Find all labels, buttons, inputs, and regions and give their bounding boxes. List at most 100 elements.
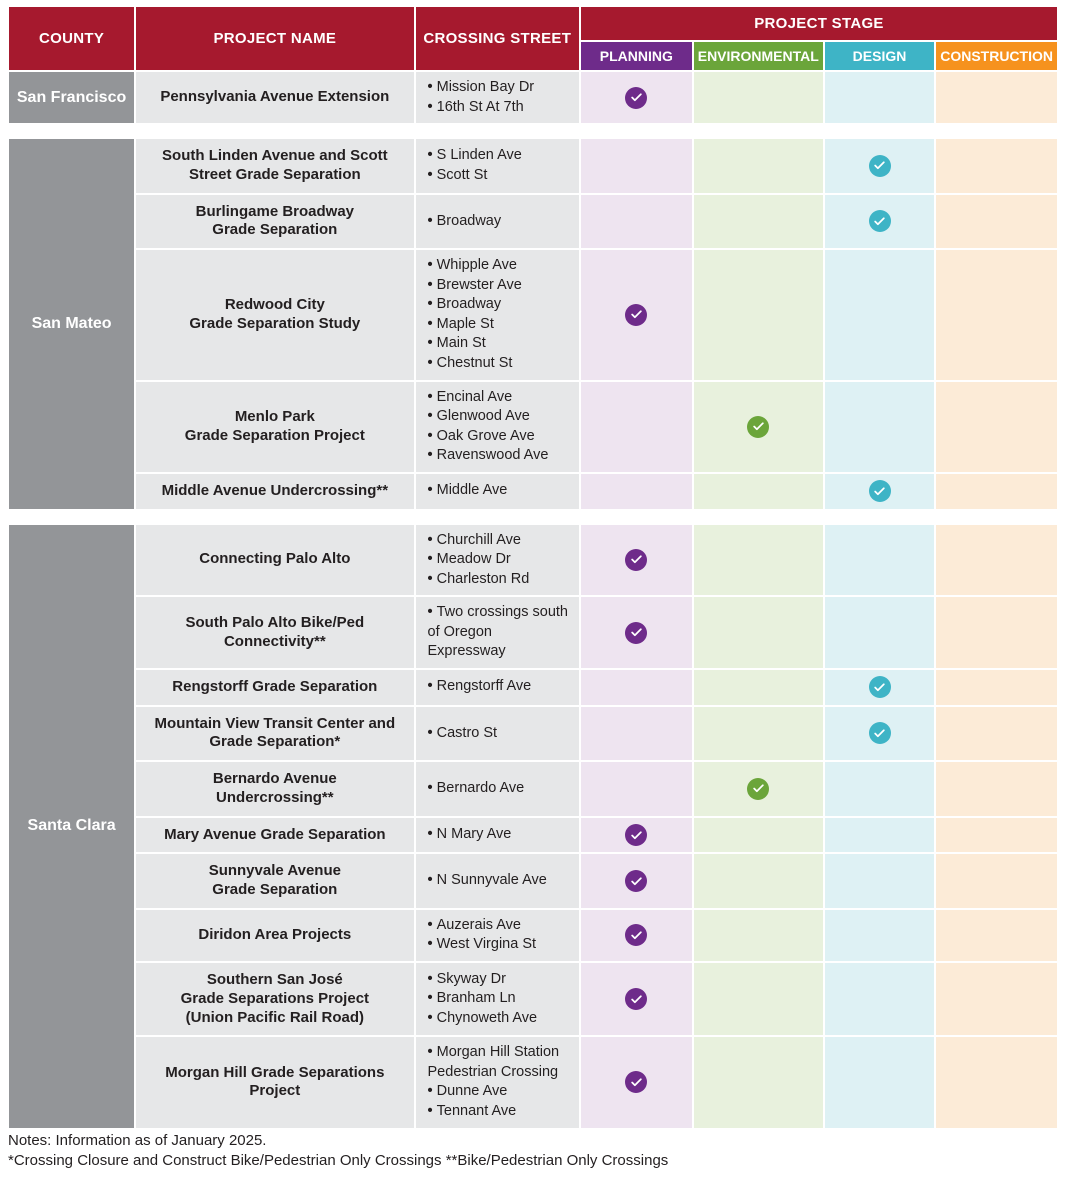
table-row: Mary Avenue Grade SeparationN Mary Ave <box>8 817 1058 854</box>
stage-construction-cell <box>935 596 1058 669</box>
check-icon <box>625 1071 647 1093</box>
stage-design-cell <box>824 1036 935 1128</box>
stage-construction-cell <box>935 909 1058 962</box>
stage-construction-cell <box>935 381 1058 473</box>
stage-design-cell <box>824 138 935 194</box>
table-row: Southern San JoséGrade Separations Proje… <box>8 962 1058 1036</box>
header-design: DESIGN <box>824 41 935 71</box>
stage-construction-cell <box>935 962 1058 1036</box>
stage-environmental-cell <box>693 706 824 762</box>
stage-design-cell <box>824 853 935 909</box>
county-cell: San Francisco <box>8 71 135 124</box>
project-name-cell: South Palo Alto Bike/Ped Connectivity** <box>135 596 414 669</box>
project-name-cell: Pennsylvania Avenue Extension <box>135 71 414 124</box>
stage-environmental-cell <box>693 669 824 706</box>
stage-planning-cell <box>580 71 693 124</box>
stage-design-cell <box>824 524 935 597</box>
crossing-item: Oak Grove Ave <box>428 427 571 447</box>
stage-design-cell <box>824 761 935 817</box>
stage-design-cell <box>824 381 935 473</box>
crossing-item: Ravenswood Ave <box>428 446 571 466</box>
crossing-item: Broadway <box>428 295 571 315</box>
project-name-cell: Morgan Hill Grade Separations Project <box>135 1036 414 1128</box>
crossing-item: Dunne Ave <box>428 1082 571 1102</box>
crossing-item: Glenwood Ave <box>428 407 571 427</box>
crossing-item: Maple St <box>428 315 571 335</box>
project-name-cell: South Linden Avenue and Scott Street Gra… <box>135 138 414 194</box>
crossing-item: Tennant Ave <box>428 1102 571 1122</box>
crossing-item: Whipple Ave <box>428 256 571 276</box>
crossing-item: Mission Bay Dr <box>428 78 571 98</box>
crossing-cell: Skyway DrBranham LnChynoweth Ave <box>415 962 580 1036</box>
crossing-item: Middle Ave <box>428 481 571 501</box>
stage-construction-cell <box>935 138 1058 194</box>
stage-environmental-cell <box>693 524 824 597</box>
check-icon <box>625 870 647 892</box>
crossing-item: Bernardo Ave <box>428 779 571 799</box>
table-row: Diridon Area ProjectsAuzerais AveWest Vi… <box>8 909 1058 962</box>
stage-planning-cell <box>580 524 693 597</box>
project-name-cell: Diridon Area Projects <box>135 909 414 962</box>
project-name-cell: Bernardo AvenueUndercrossing** <box>135 761 414 817</box>
stage-environmental-cell <box>693 596 824 669</box>
crossing-item: Branham Ln <box>428 989 571 1009</box>
stage-design-cell <box>824 962 935 1036</box>
check-icon <box>747 778 769 800</box>
notes-line2: *Crossing Closure and Construct Bike/Ped… <box>8 1151 1057 1171</box>
header-county: COUNTY <box>8 6 135 71</box>
project-name-cell: Redwood CityGrade Separation Study <box>135 249 414 380</box>
table-header: COUNTY PROJECT NAME CROSSING STREET PROJ… <box>8 6 1058 71</box>
crossing-item: N Mary Ave <box>428 825 571 845</box>
projects-table: COUNTY PROJECT NAME CROSSING STREET PROJ… <box>8 6 1058 1129</box>
stage-design-cell <box>824 71 935 124</box>
crossing-item: Charleston Rd <box>428 570 571 590</box>
crossing-cell: Churchill AveMeadow DrCharleston Rd <box>415 524 580 597</box>
crossing-item: Chestnut St <box>428 354 571 374</box>
project-name-cell: Southern San JoséGrade Separations Proje… <box>135 962 414 1036</box>
crossing-cell: Mission Bay Dr16th St At 7th <box>415 71 580 124</box>
stage-design-cell <box>824 249 935 380</box>
stage-planning-cell <box>580 669 693 706</box>
stage-design-cell <box>824 596 935 669</box>
table-row: San MateoSouth Linden Avenue and Scott S… <box>8 138 1058 194</box>
crossing-item: Meadow Dr <box>428 550 571 570</box>
project-name-cell: Rengstorff Grade Separation <box>135 669 414 706</box>
crossing-item: Two crossings south of Oregon Expressway <box>428 603 571 662</box>
crossing-cell: N Sunnyvale Ave <box>415 853 580 909</box>
stage-planning-cell <box>580 473 693 510</box>
stage-environmental-cell <box>693 1036 824 1128</box>
header-stage-group: PROJECT STAGE <box>580 6 1058 41</box>
stage-planning-cell <box>580 596 693 669</box>
stage-construction-cell <box>935 669 1058 706</box>
stage-environmental-cell <box>693 761 824 817</box>
crossing-cell: Rengstorff Ave <box>415 669 580 706</box>
check-icon <box>625 87 647 109</box>
project-name-cell: Mountain View Transit Center and Grade S… <box>135 706 414 762</box>
stage-design-cell <box>824 706 935 762</box>
header-environmental: ENVIRONMENTAL <box>693 41 824 71</box>
stage-environmental-cell <box>693 962 824 1036</box>
header-construction: CONSTRUCTION <box>935 41 1058 71</box>
stage-planning-cell <box>580 194 693 250</box>
table-row: Sunnyvale AvenueGrade SeparationN Sunnyv… <box>8 853 1058 909</box>
stage-environmental-cell <box>693 909 824 962</box>
stage-design-cell <box>824 194 935 250</box>
crossing-item: Churchill Ave <box>428 531 571 551</box>
header-planning: PLANNING <box>580 41 693 71</box>
crossing-item: Auzerais Ave <box>428 916 571 936</box>
crossing-cell: Encinal AveGlenwood AveOak Grove AveRave… <box>415 381 580 473</box>
crossing-cell: Morgan Hill Station Pedestrian CrossingD… <box>415 1036 580 1128</box>
crossing-item: Castro St <box>428 724 571 744</box>
stage-planning-cell <box>580 249 693 380</box>
stage-environmental-cell <box>693 853 824 909</box>
table-row: Bernardo AvenueUndercrossing** Bernardo A… <box>8 761 1058 817</box>
stage-construction-cell <box>935 194 1058 250</box>
stage-construction-cell <box>935 706 1058 762</box>
table-row: San FranciscoPennsylvania Avenue Extensi… <box>8 71 1058 124</box>
crossing-item: Brewster Ave <box>428 276 571 296</box>
stage-environmental-cell <box>693 249 824 380</box>
crossing-item: Broadway <box>428 212 571 232</box>
stage-design-cell <box>824 909 935 962</box>
stage-planning-cell <box>580 962 693 1036</box>
table-row: Burlingame BroadwayGrade SeparationBroad… <box>8 194 1058 250</box>
